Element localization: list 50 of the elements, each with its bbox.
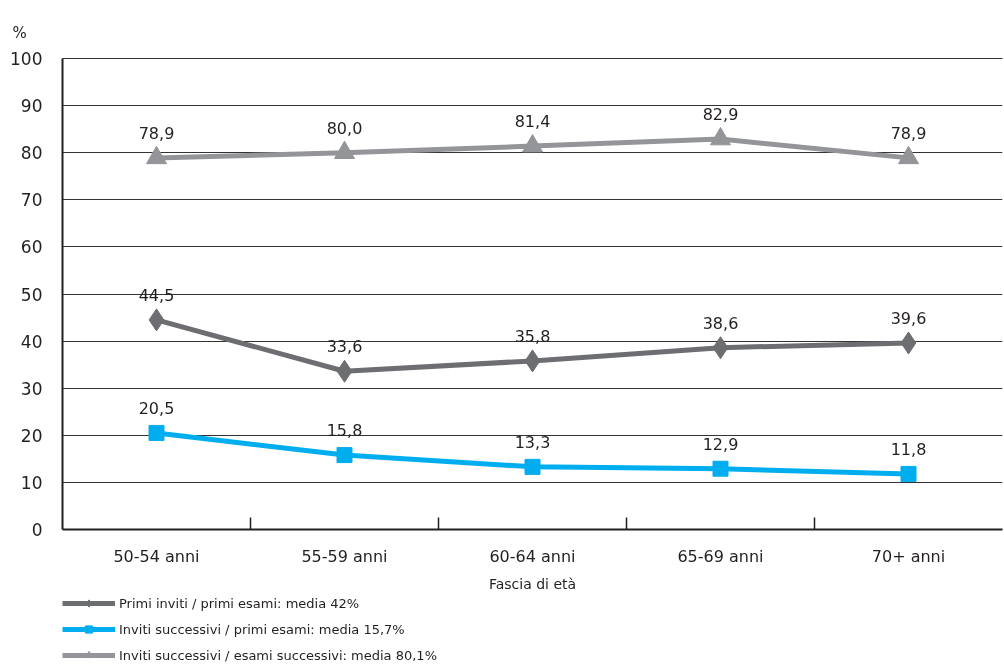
y-axis-title: %: [12, 23, 27, 42]
data-label: 39,6: [890, 308, 927, 328]
x-tick-label: 70+ anni: [871, 546, 946, 566]
y-tick-label: 40: [20, 331, 43, 352]
legend-label: Primi inviti / primi esami: media 42%: [119, 594, 360, 612]
x-tick-label: 65-69 anni: [677, 546, 764, 566]
point: [524, 458, 541, 475]
data-label: 78,9: [138, 123, 175, 143]
data-label: 13,3: [514, 432, 551, 452]
point: [524, 349, 541, 373]
data-label: 82,9: [702, 105, 739, 125]
y-tick-label: 10: [20, 472, 43, 493]
point: [334, 140, 355, 159]
point: [336, 447, 353, 464]
point: [900, 465, 917, 482]
x-axis-title: Fascia di età: [488, 575, 577, 592]
data-label: 12,9: [702, 434, 739, 454]
x-tick-label: 60-64 anni: [489, 546, 576, 566]
data-label: 33,6: [326, 337, 363, 357]
point: [712, 336, 729, 360]
data-label: 38,6: [702, 313, 739, 333]
y-tick-label: 60: [20, 237, 43, 258]
legend-label: Inviti successivi / esami successivi: media 80,1%: [119, 646, 437, 664]
legend-label: Inviti successivi / primi esami: media 15,7%: [119, 620, 405, 638]
point: [148, 308, 165, 332]
data-label: 11,8: [890, 439, 927, 459]
y-tick-label: 90: [20, 96, 43, 117]
y-tick-label: 20: [20, 425, 43, 446]
data-label: 80,0: [326, 118, 363, 138]
y-tick-label: 70: [20, 190, 43, 211]
data-label: 15,8: [326, 421, 363, 441]
point: [146, 145, 167, 165]
x-tick-label: 50-54 anni: [113, 546, 200, 566]
point: [148, 424, 165, 441]
point: [710, 126, 731, 146]
point: [712, 460, 729, 477]
y-tick-label: 30: [20, 378, 43, 399]
y-tick-label: 80: [20, 143, 43, 164]
data-label: 35,8: [514, 326, 551, 346]
data-label: 78,9: [890, 123, 927, 143]
y-tick-label: 100: [10, 49, 43, 69]
y-tick-label: 50: [20, 284, 43, 305]
point: [900, 331, 917, 355]
point: [522, 134, 543, 153]
data-label: 81,4: [514, 112, 551, 132]
point: [898, 145, 919, 165]
y-tick-label: 0: [31, 520, 43, 540]
point: [336, 359, 353, 383]
data-label: 20,5: [138, 398, 175, 418]
x-tick-label: 55-59 anni: [301, 546, 388, 566]
